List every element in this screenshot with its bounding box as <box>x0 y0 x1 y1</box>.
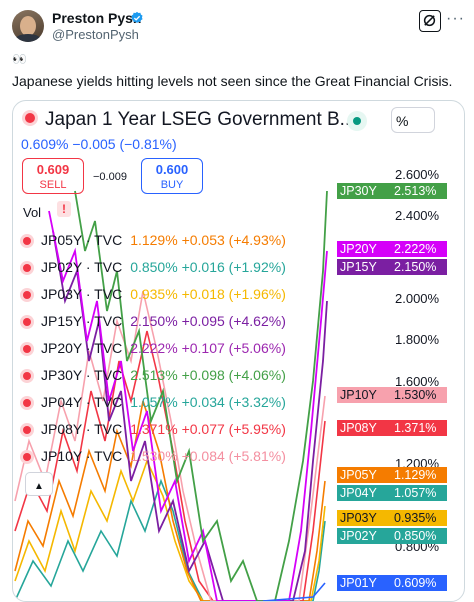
legend-change: +0.016 (+1.92%) <box>181 259 286 275</box>
legend-bullet <box>23 318 31 327</box>
legend-row-jp08y[interactable]: JP08Y · TVC 1.371% +0.077 (+5.95%) <box>23 421 286 437</box>
legend-row-jp10y[interactable]: JP10Y · TVC 1.530% +0.084 (+5.81%) <box>23 448 286 464</box>
tweet-media-chart[interactable]: Japan 1 Year LSEG Government B... % 0.60… <box>12 100 465 602</box>
volume-label: Vol <box>23 205 42 220</box>
eyes-emoji: 👀 <box>12 52 27 66</box>
series-jp05y-line <box>14 400 326 601</box>
legend-value: 0.935% <box>130 286 178 302</box>
series-jp02y-line <box>14 478 326 601</box>
verified-badge-icon <box>131 11 143 23</box>
price-tag-jp03y: JP03Y 0.935% <box>337 510 447 526</box>
legend-change: +0.077 (+5.95%) <box>181 421 286 437</box>
tweet-text: Japanese yields hitting levels not seen … <box>12 73 453 89</box>
price-tag-jp15y: JP15Y 2.150% <box>337 259 447 275</box>
legend-row-jp20y[interactable]: JP20Y · TVC 2.222% +0.107 (+5.06%) <box>23 340 286 356</box>
sell-price: 0.609 <box>36 162 70 177</box>
price-tag-jp02y: JP02Y 0.850% <box>337 528 447 544</box>
legend-change: +0.034 (+3.32%) <box>181 394 286 410</box>
volume-warning-icon[interactable]: ! <box>57 201 71 217</box>
series-jp30y-line <box>74 190 328 601</box>
y-axis-tick: 2.600% <box>395 167 440 182</box>
buy-label: BUY <box>160 179 184 191</box>
price-tag-jp08y: JP08Y 1.371% <box>337 420 447 436</box>
legend-bullet <box>23 399 31 408</box>
legend-change: +0.018 (+1.96%) <box>181 286 286 302</box>
legend-value: 2.513% <box>130 367 178 383</box>
legend-row-jp04y[interactable]: JP04Y · TVC 1.057% +0.034 (+3.32%) <box>23 394 286 410</box>
y-axis-tick: 2.400% <box>395 208 440 223</box>
legend-bullet <box>23 426 31 435</box>
legend-bullet <box>23 291 31 300</box>
legend-row-jp30y[interactable]: JP30Y · TVC 2.513% +0.098 (+4.06%) <box>23 367 286 383</box>
legend-symbol: JP20Y · TVC <box>41 340 123 356</box>
legend-symbol: JP03Y · TVC <box>41 286 123 302</box>
legend-row-jp03y[interactable]: JP03Y · TVC 0.935% +0.018 (+1.96%) <box>23 286 286 302</box>
y-axis-tick: 1.600% <box>395 374 440 389</box>
legend-bullet <box>23 372 31 381</box>
series-jp15y-line <box>52 230 328 601</box>
legend-change: +0.098 (+4.06%) <box>181 367 286 383</box>
y-axis-tick: 1.800% <box>395 332 440 347</box>
legend-change: +0.095 (+4.62%) <box>181 313 286 329</box>
legend-change: +0.053 (+4.93%) <box>181 232 286 248</box>
market-open-icon <box>347 111 367 131</box>
series-jp08y-line <box>14 330 326 601</box>
avatar-face <box>20 16 36 36</box>
author-handle[interactable]: @PrestonPysh <box>52 27 139 42</box>
legend-value: 1.129% <box>130 232 178 248</box>
collapse-legend-button[interactable]: ▲ <box>25 472 53 496</box>
legend-symbol: JP10Y · TVC <box>41 448 123 464</box>
legend-bullet <box>23 264 31 273</box>
legend-value: 2.222% <box>130 340 178 356</box>
spread-value: −0.009 <box>93 171 127 183</box>
legend-value: 2.150% <box>130 313 178 329</box>
legend-bullet <box>23 453 31 462</box>
series-jp10y-line <box>14 290 326 601</box>
legend-value: 0.850% <box>130 259 178 275</box>
buy-button[interactable]: 0.600 BUY <box>141 158 203 194</box>
series-jp03y-line <box>14 458 326 601</box>
sell-button[interactable]: 0.609 SELL <box>22 158 84 194</box>
legend-row-jp05y[interactable]: JP05Y · TVC 1.129% +0.053 (+4.93%) <box>23 232 286 248</box>
legend-symbol: JP08Y · TVC <box>41 421 123 437</box>
legend-symbol: JP02Y · TVC <box>41 259 123 275</box>
chevron-up-icon: ▲ <box>34 481 44 492</box>
price-tag-jp01y: JP01Y 0.609% <box>337 575 447 591</box>
more-options-icon[interactable]: ··· <box>446 10 465 27</box>
series-jp20y-line <box>48 210 328 601</box>
author-name[interactable]: Preston Pysh <box>52 10 142 26</box>
price-tag-jp20y: JP20Y 2.222% <box>337 241 447 257</box>
price-tag-jp04y: JP04Y 1.057% <box>337 485 447 501</box>
price-tag-jp10y: JP10Y 1.530% <box>337 387 447 403</box>
buy-price: 0.600 <box>155 162 189 177</box>
legend-value: 1.530% <box>130 448 178 464</box>
grok-icon[interactable] <box>419 10 441 32</box>
legend-value: 1.057% <box>130 394 178 410</box>
sell-label: SELL <box>39 179 67 191</box>
legend-symbol: JP05Y · TVC <box>41 232 123 248</box>
avatar-shirt <box>14 34 42 42</box>
legend-symbol: JP30Y · TVC <box>41 367 123 383</box>
legend-change: +0.084 (+5.81%) <box>181 448 286 464</box>
chart-lines <box>14 190 328 601</box>
legend-bullet <box>23 345 31 354</box>
price-tag-jp30y: JP30Y 2.513% <box>337 183 447 199</box>
price-change: 0.609% −0.005 (−0.81%) <box>21 136 177 152</box>
legend-row-jp15y[interactable]: JP15Y · TVC 2.150% +0.095 (+4.62%) <box>23 313 286 329</box>
author-avatar[interactable] <box>12 10 44 42</box>
legend-symbol: JP04Y · TVC <box>41 394 123 410</box>
chart-title[interactable]: Japan 1 Year LSEG Government B... <box>45 109 356 130</box>
legend-change: +0.107 (+5.06%) <box>181 340 286 356</box>
legend-row-jp02y[interactable]: JP02Y · TVC 0.850% +0.016 (+1.92%) <box>23 259 286 275</box>
percent-scale-button[interactable]: % <box>391 107 435 133</box>
y-axis-tick: 2.000% <box>395 291 440 306</box>
legend-bullet <box>23 237 31 246</box>
symbol-status-dot <box>25 113 35 123</box>
legend-symbol: JP15Y · TVC <box>41 313 123 329</box>
price-tag-jp05y: JP05Y 1.129% <box>337 467 447 483</box>
legend-value: 1.371% <box>130 421 178 437</box>
grok-glyph-icon <box>423 14 436 27</box>
